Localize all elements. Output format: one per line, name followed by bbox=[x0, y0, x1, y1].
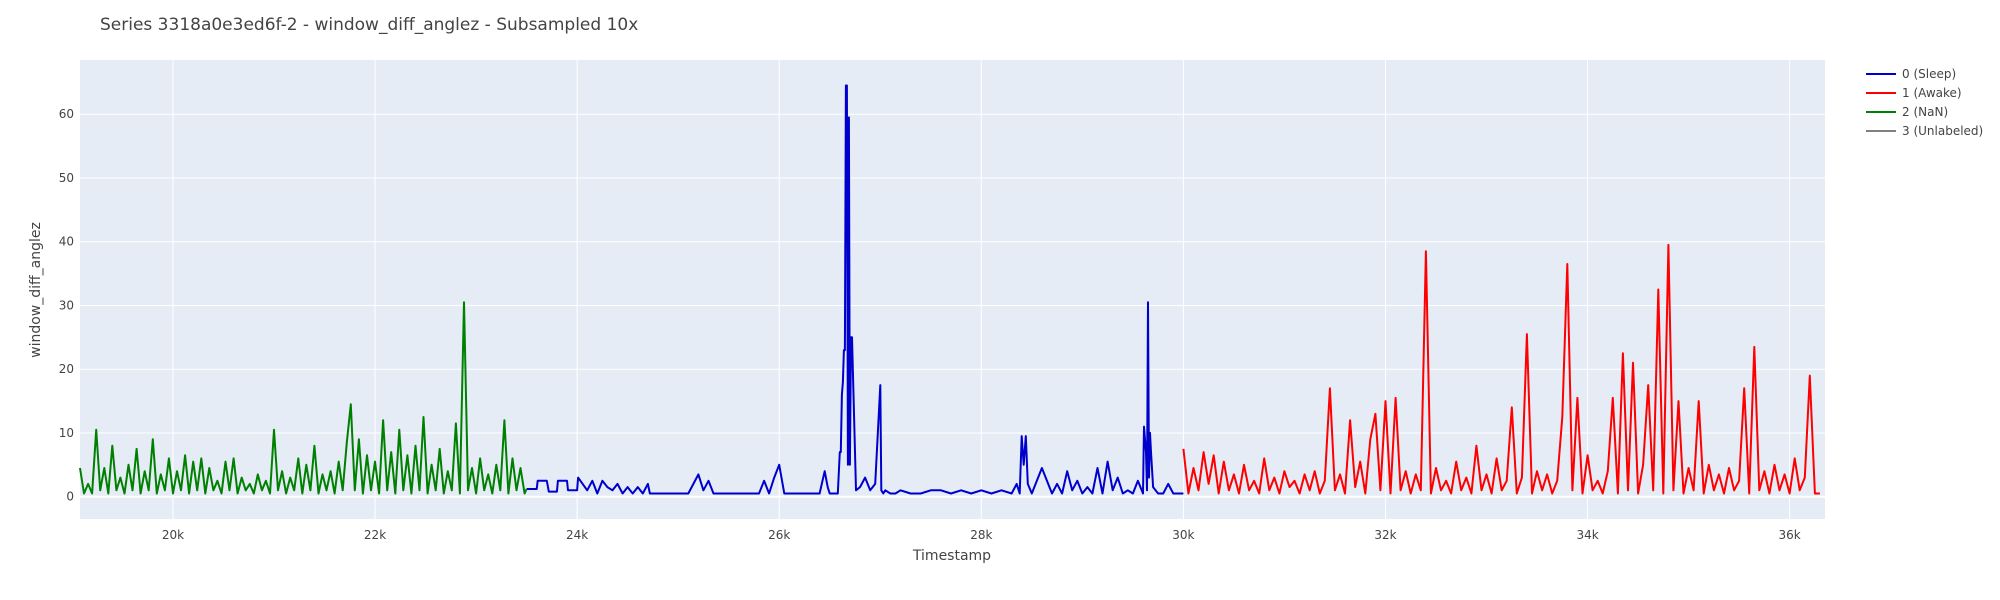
series-layer bbox=[79, 84, 1820, 495]
series-line bbox=[79, 301, 528, 495]
x-tick-label: 28k bbox=[970, 528, 992, 542]
x-tick-labels: 20k 22k 24k 26k 28k 30k 32k 34k 36k bbox=[162, 528, 1801, 542]
y-tick-label: 10 bbox=[59, 426, 74, 440]
series-line bbox=[526, 84, 1184, 495]
legend-label: 3 (Unlabeled) bbox=[1902, 124, 1983, 138]
chart-title: Series 3318a0e3ed6f-2 - window_diff_angl… bbox=[100, 15, 638, 35]
y-tick-label: 0 bbox=[66, 490, 74, 504]
y-axis-title: window_diff_anglez bbox=[28, 222, 44, 358]
legend-item[interactable]: 3 (Unlabeled) bbox=[1866, 124, 1983, 138]
x-tick-label: 20k bbox=[162, 528, 184, 542]
y-tick-labels: 0 10 20 30 40 50 60 bbox=[59, 107, 74, 504]
legend-label: 0 (Sleep) bbox=[1902, 67, 1956, 81]
x-tick-label: 22k bbox=[364, 528, 386, 542]
legend-item[interactable]: 2 (NaN) bbox=[1866, 105, 1948, 119]
x-axis-title: Timestamp bbox=[912, 548, 991, 564]
legend-label: 1 (Awake) bbox=[1902, 86, 1962, 100]
x-gridlines bbox=[172, 60, 1791, 519]
x-tick-label: 26k bbox=[768, 528, 790, 542]
y-tick-label: 20 bbox=[59, 362, 74, 376]
y-tick-label: 40 bbox=[59, 235, 74, 249]
legend-label: 2 (NaN) bbox=[1902, 105, 1948, 119]
y-gridlines bbox=[80, 113, 1825, 498]
x-tick-label: 32k bbox=[1374, 528, 1396, 542]
plot-background bbox=[80, 60, 1825, 519]
x-tick-label: 36k bbox=[1779, 528, 1801, 542]
y-tick-label: 50 bbox=[59, 171, 74, 185]
x-tick-label: 24k bbox=[566, 528, 588, 542]
x-tick-label: 30k bbox=[1172, 528, 1194, 542]
y-tick-label: 30 bbox=[59, 298, 74, 312]
legend: 0 (Sleep) 1 (Awake) 2 (NaN) 3 (Unlabeled) bbox=[1866, 67, 1983, 138]
legend-item[interactable]: 1 (Awake) bbox=[1866, 86, 1962, 100]
x-tick-label: 34k bbox=[1576, 528, 1598, 542]
y-tick-label: 60 bbox=[59, 107, 74, 121]
series-line bbox=[1182, 243, 1820, 495]
legend-item[interactable]: 0 (Sleep) bbox=[1866, 67, 1956, 81]
